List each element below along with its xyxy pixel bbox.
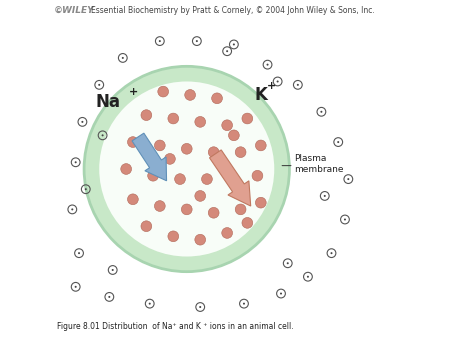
Circle shape bbox=[165, 153, 176, 164]
Circle shape bbox=[242, 217, 253, 228]
Circle shape bbox=[229, 130, 239, 141]
Circle shape bbox=[148, 303, 151, 305]
Text: Plasma
membrane: Plasma membrane bbox=[294, 153, 344, 174]
Circle shape bbox=[344, 218, 346, 220]
Circle shape bbox=[212, 93, 222, 104]
Circle shape bbox=[154, 140, 165, 151]
Circle shape bbox=[196, 40, 198, 42]
Circle shape bbox=[277, 80, 279, 82]
Circle shape bbox=[324, 195, 326, 197]
Text: Figure 8.01 Distribution  of Na⁺ and K ⁺ ions in an animal cell.: Figure 8.01 Distribution of Na⁺ and K ⁺ … bbox=[57, 322, 294, 331]
Ellipse shape bbox=[99, 81, 274, 257]
Circle shape bbox=[222, 227, 233, 238]
Circle shape bbox=[195, 191, 206, 201]
Circle shape bbox=[307, 276, 309, 278]
Circle shape bbox=[337, 141, 339, 143]
Circle shape bbox=[266, 64, 269, 66]
Circle shape bbox=[195, 234, 206, 245]
Circle shape bbox=[252, 170, 263, 181]
Circle shape bbox=[78, 252, 80, 254]
FancyArrow shape bbox=[210, 150, 251, 206]
Text: Essential Biochemistry by Pratt & Cornely, © 2004 John Wiley & Sons, Inc.: Essential Biochemistry by Pratt & Cornel… bbox=[91, 6, 374, 15]
Circle shape bbox=[159, 40, 161, 42]
Circle shape bbox=[168, 113, 179, 124]
Circle shape bbox=[181, 204, 192, 215]
Circle shape bbox=[222, 120, 233, 130]
Circle shape bbox=[280, 292, 282, 294]
Circle shape bbox=[154, 201, 165, 211]
Circle shape bbox=[158, 86, 169, 97]
Circle shape bbox=[235, 147, 246, 158]
Circle shape bbox=[347, 178, 349, 180]
Circle shape bbox=[287, 262, 289, 264]
Circle shape bbox=[297, 84, 299, 86]
FancyArrow shape bbox=[132, 133, 166, 181]
Circle shape bbox=[226, 50, 228, 52]
Circle shape bbox=[121, 164, 131, 174]
Circle shape bbox=[243, 303, 245, 305]
Circle shape bbox=[208, 147, 219, 158]
Circle shape bbox=[199, 306, 201, 308]
Circle shape bbox=[148, 170, 158, 181]
Circle shape bbox=[235, 204, 246, 215]
Circle shape bbox=[181, 143, 192, 154]
Circle shape bbox=[330, 252, 333, 254]
Text: K: K bbox=[254, 86, 267, 104]
Circle shape bbox=[122, 57, 124, 59]
Circle shape bbox=[108, 296, 110, 298]
Circle shape bbox=[320, 111, 322, 113]
Circle shape bbox=[195, 117, 206, 127]
Circle shape bbox=[75, 161, 76, 163]
Text: +: + bbox=[129, 87, 138, 97]
Circle shape bbox=[127, 194, 138, 205]
Circle shape bbox=[208, 208, 219, 218]
Circle shape bbox=[229, 177, 239, 188]
Circle shape bbox=[233, 44, 235, 46]
Circle shape bbox=[141, 221, 152, 232]
Circle shape bbox=[102, 134, 104, 136]
Circle shape bbox=[242, 113, 253, 124]
Circle shape bbox=[256, 197, 266, 208]
Text: +: + bbox=[267, 81, 276, 91]
Circle shape bbox=[71, 209, 73, 210]
Circle shape bbox=[98, 84, 100, 86]
Text: ©WILEY: ©WILEY bbox=[54, 6, 94, 15]
Circle shape bbox=[112, 269, 114, 271]
Circle shape bbox=[168, 231, 179, 242]
Circle shape bbox=[202, 174, 212, 185]
Circle shape bbox=[256, 140, 266, 151]
Circle shape bbox=[75, 286, 76, 288]
Circle shape bbox=[85, 188, 87, 190]
Circle shape bbox=[81, 121, 83, 123]
Circle shape bbox=[185, 90, 195, 100]
Circle shape bbox=[127, 137, 138, 147]
Ellipse shape bbox=[84, 66, 289, 272]
Circle shape bbox=[141, 110, 152, 121]
Circle shape bbox=[175, 174, 185, 185]
Text: Na: Na bbox=[96, 93, 121, 111]
